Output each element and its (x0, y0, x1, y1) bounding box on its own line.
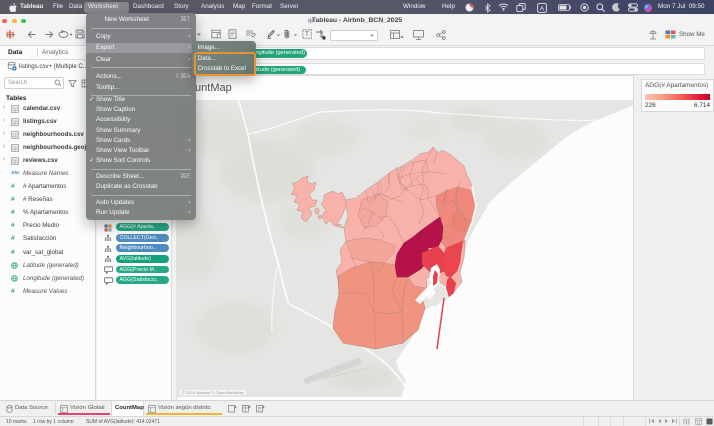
svg-text:T: T (305, 32, 309, 38)
svg-text:A: A (540, 5, 545, 12)
